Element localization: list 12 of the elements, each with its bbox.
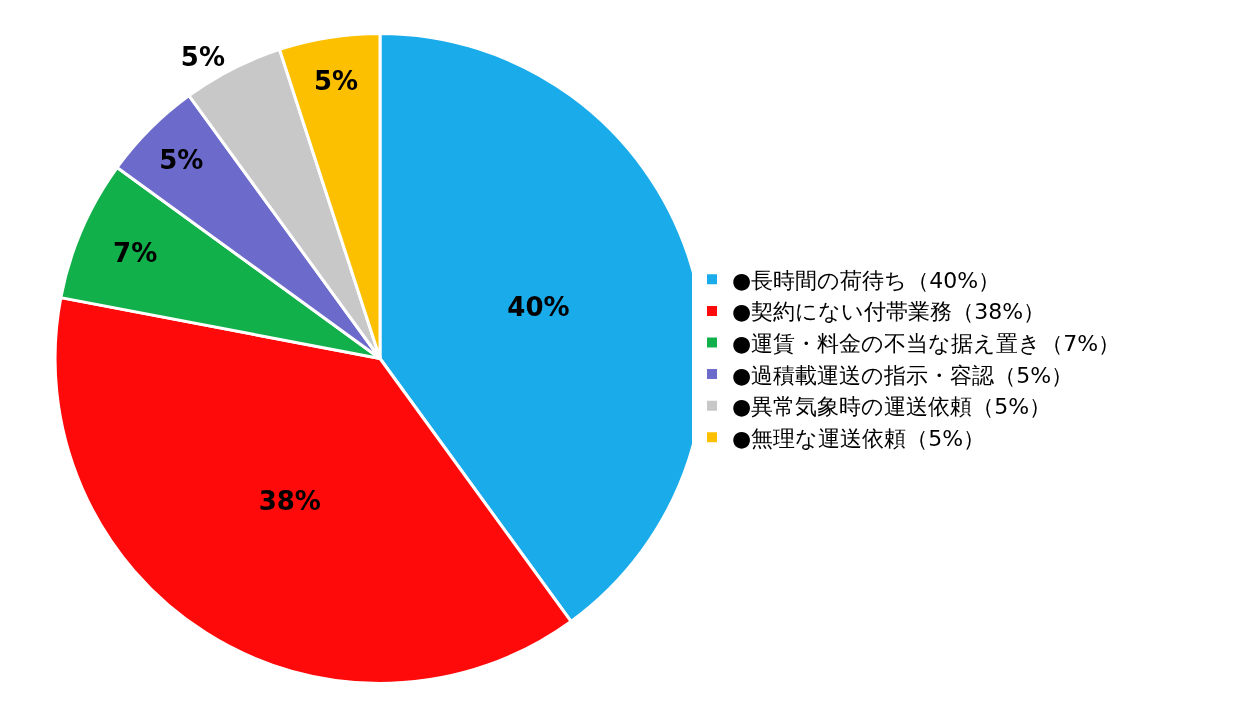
legend-label: ●無理な運送依頼（5%） — [732, 425, 986, 451]
legend-label: ●契約にない付帯業務（38%） — [732, 299, 1046, 325]
legend-label: ●過積載運送の指示・容認（5%） — [732, 362, 1074, 388]
legend-label: ●異常気象時の運送依頼（5%） — [732, 394, 1052, 420]
data-label: 38% — [258, 485, 321, 516]
legend-label: ●長時間の荷待ち（40%） — [732, 267, 1001, 293]
legend-label: ●運賃・料金の不当な据え置き（7%） — [732, 331, 1121, 357]
data-label: 5% — [313, 65, 359, 96]
data-label: 40% — [507, 292, 570, 323]
data-label: 5% — [159, 144, 204, 175]
data-label: 7% — [113, 237, 158, 268]
data-label: 5% — [180, 42, 225, 73]
